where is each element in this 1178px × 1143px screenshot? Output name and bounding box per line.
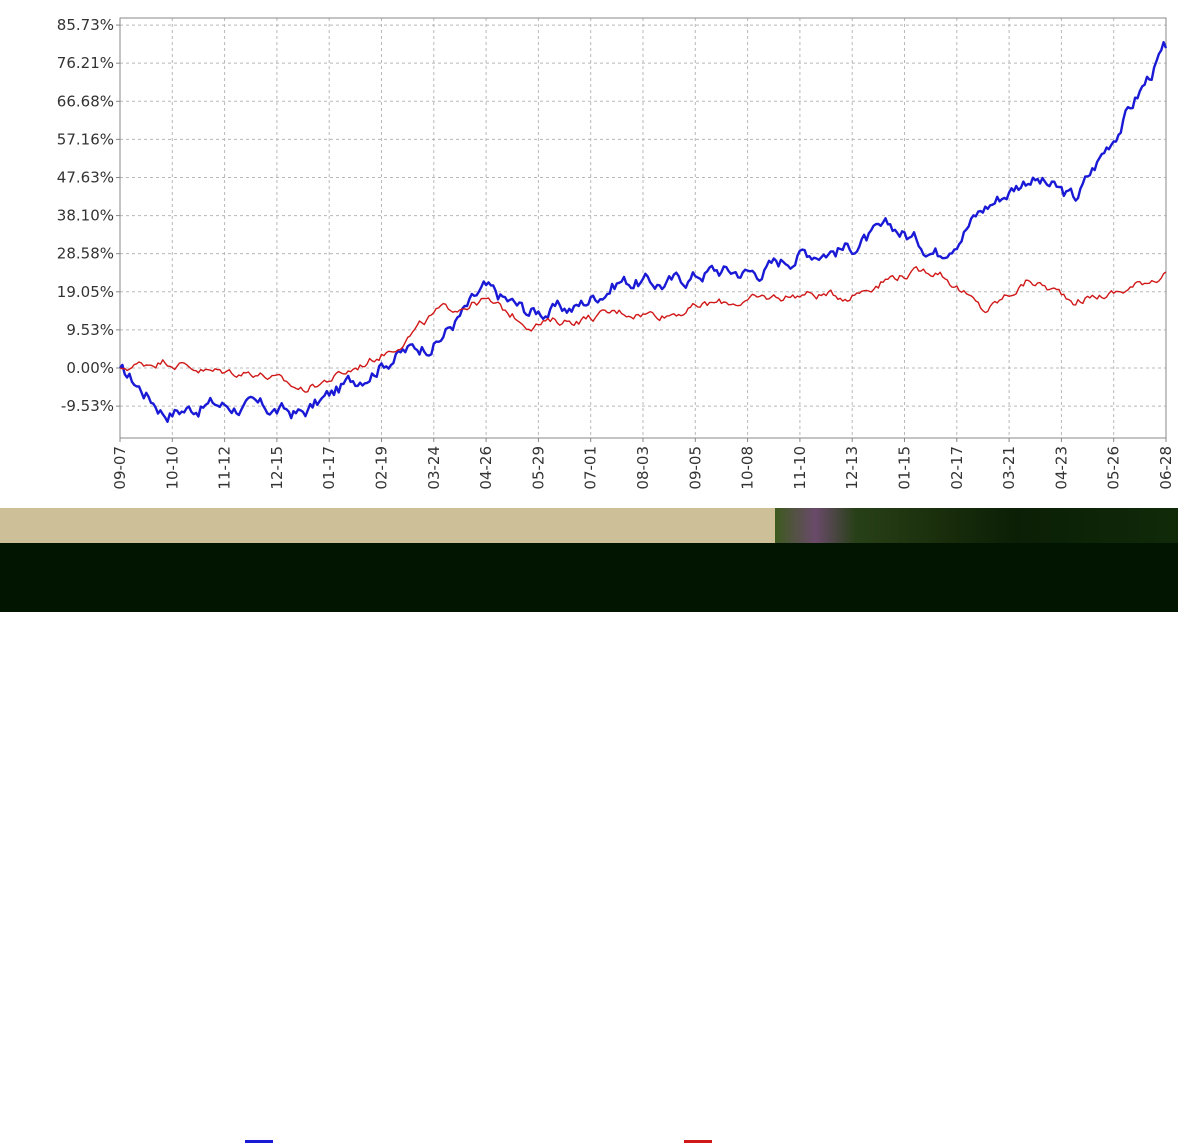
y-tick-label: 85.73% [57,16,114,34]
x-tick-label: 08-03 [634,446,652,490]
x-tick-label: 04-26 [477,446,495,490]
y-tick-label: 47.63% [57,168,114,186]
x-tick-label: 11-10 [791,446,809,490]
y-tick-label: 28.58% [57,245,114,263]
x-tick-label: 09-05 [686,446,704,490]
x-tick-label: 05-29 [529,446,547,490]
series-line-1 [119,41,1168,423]
y-tick-label: 9.53% [66,321,114,339]
x-tick-label: 07-01 [582,446,600,490]
x-tick-label: 03-24 [425,446,443,490]
x-tick-label: 10-08 [739,446,757,490]
x-tick-label: 01-15 [896,446,914,490]
x-tick-label: 06-28 [1157,446,1175,490]
chart-container: 85.73% 76.21% 66.68% 57.16% 47.63% 38.10% 28.5… [0,16,1178,1143]
y-tick-label: -9.53% [61,397,114,415]
x-tick-label: 03-21 [1000,446,1018,490]
legend-band [0,543,1178,1143]
x-tick-label: 09-07 [111,446,129,490]
y-tick-label: 38.10% [57,207,114,225]
x-tick-label: 02-17 [948,446,966,490]
x-tick-label: 11-12 [216,446,234,490]
label-strip-noise [775,508,1178,543]
x-tick-label: 02-19 [373,446,391,490]
series-line-2 [119,266,1167,393]
line-chart: 85.73% 76.21% 66.68% 57.16% 47.63% 38.10% 28.5… [57,16,1175,490]
y-tick-label: 76.21% [57,54,114,72]
x-tick-label: 12-13 [843,446,861,490]
x-tick-label: 12-15 [268,446,286,490]
x-tick-label: 05-26 [1105,446,1123,490]
y-tick-label: 19.05% [57,283,114,301]
x-tick-label: 01-17 [320,446,338,490]
plot-border [119,17,1167,439]
x-tick-label: 10-10 [163,446,181,490]
x-tick-label: 04-23 [1052,446,1070,490]
y-tick-label: 0.00% [66,359,114,377]
y-tick-label: 66.68% [57,92,114,110]
y-tick-label: 57.16% [57,130,114,148]
